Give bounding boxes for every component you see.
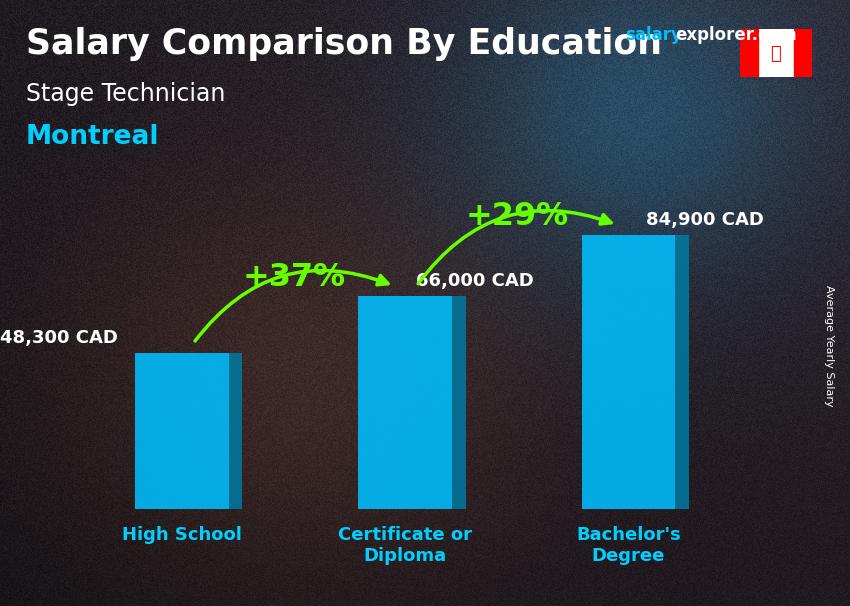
Text: Montreal: Montreal xyxy=(26,124,159,150)
Bar xyxy=(135,353,229,509)
Text: salary: salary xyxy=(625,26,682,44)
Polygon shape xyxy=(675,235,688,509)
Polygon shape xyxy=(229,353,242,509)
Polygon shape xyxy=(452,296,466,509)
Bar xyxy=(359,296,452,509)
Text: 84,900 CAD: 84,900 CAD xyxy=(646,211,764,229)
Text: explorer.com: explorer.com xyxy=(676,26,797,44)
Text: 🍁: 🍁 xyxy=(770,45,781,63)
Bar xyxy=(740,29,757,77)
Text: 48,300 CAD: 48,300 CAD xyxy=(0,329,117,347)
Bar xyxy=(794,29,812,77)
Bar xyxy=(581,235,675,509)
Text: 66,000 CAD: 66,000 CAD xyxy=(416,272,535,290)
Text: +29%: +29% xyxy=(465,201,569,232)
Text: Stage Technician: Stage Technician xyxy=(26,82,225,106)
Text: Salary Comparison By Education: Salary Comparison By Education xyxy=(26,27,661,61)
Text: Average Yearly Salary: Average Yearly Salary xyxy=(824,285,834,406)
Text: +37%: +37% xyxy=(242,262,345,293)
